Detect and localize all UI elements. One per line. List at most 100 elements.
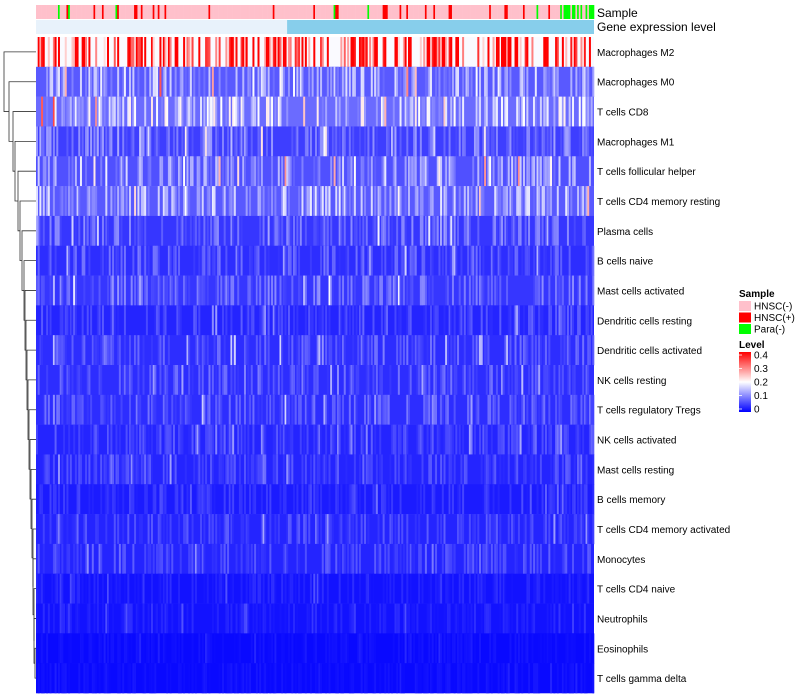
heatmap-cell (340, 66, 343, 97)
heatmap-cell (95, 335, 98, 366)
heatmap-cell (406, 603, 409, 634)
heatmap-cell (88, 573, 91, 604)
heatmap-cell (166, 275, 169, 306)
heatmap-cell (426, 663, 429, 694)
heatmap-cell (250, 454, 253, 485)
heatmap-cell (560, 335, 563, 366)
heatmap-cell (548, 215, 551, 247)
heatmap-cell (331, 394, 334, 425)
sample-annotation-cell (394, 5, 397, 19)
heatmap-cell (563, 96, 566, 127)
heatmap-cell (582, 126, 585, 157)
heatmap-cell (401, 215, 404, 247)
heatmap-cell (418, 573, 421, 604)
heatmap-cell (590, 305, 593, 336)
heatmap-cell (259, 573, 262, 604)
heatmap-cell (550, 186, 553, 217)
heatmap-cell (392, 633, 395, 664)
sample-annotation-cell (490, 5, 493, 19)
heatmap-cell (445, 573, 448, 604)
heatmap-cell (74, 245, 77, 276)
heatmap-cell (360, 37, 363, 68)
heatmap-cell (546, 186, 549, 217)
heatmap-cell (353, 186, 356, 217)
heatmap-cell (200, 96, 203, 127)
heatmap-cell (375, 66, 378, 97)
heatmap-cell (492, 96, 495, 127)
heatmap-cell (433, 394, 436, 425)
heatmap-cell (592, 394, 595, 425)
heatmap-cell (484, 335, 487, 366)
heatmap-cell (164, 543, 167, 575)
heatmap-cell (321, 543, 324, 575)
heatmap-cell (433, 335, 436, 366)
heatmap-cell (457, 514, 460, 545)
sample-annotation-cell (289, 5, 292, 19)
heatmap-cell (548, 514, 551, 545)
heatmap-cell (96, 305, 99, 336)
heatmap-cell (428, 633, 431, 664)
heatmap-cell (96, 514, 99, 545)
heatmap-cell (206, 37, 209, 68)
heatmap-cell (100, 335, 103, 366)
heatmap-cell (511, 603, 514, 634)
heatmap-cell (240, 573, 243, 604)
row-label: T cells gamma delta (597, 674, 687, 685)
heatmap-cell (91, 633, 94, 664)
heatmap-cell (336, 484, 339, 515)
heatmap-cell (208, 186, 211, 217)
heatmap-cell (580, 37, 583, 68)
heatmap-cell (211, 66, 214, 97)
sample-annotation-cell (79, 5, 82, 19)
heatmap-cell (458, 484, 461, 515)
heatmap-cell (134, 96, 137, 127)
heatmap-cell (103, 335, 106, 366)
heatmap-cell (374, 156, 377, 187)
heatmap-cell (39, 484, 42, 515)
heatmap-cell (299, 663, 302, 694)
sample-annotation-cell (306, 5, 309, 19)
heatmap-cell (203, 335, 206, 366)
heatmap-cell (117, 126, 120, 157)
heatmap-cell (495, 365, 498, 396)
heatmap-cell (391, 215, 394, 247)
heatmap-cell (531, 305, 534, 336)
heatmap-cell (222, 543, 224, 575)
heatmap-cell (320, 66, 323, 97)
heatmap-cell (311, 603, 314, 634)
sample-annotation-cell (303, 5, 306, 19)
heatmap-cell (228, 37, 231, 68)
heatmap-cell (342, 663, 345, 694)
heatmap-cell (259, 633, 262, 664)
row-label: Monocytes (597, 555, 645, 566)
heatmap-cell (47, 245, 50, 276)
heatmap-cell (406, 275, 409, 306)
heatmap-cell (509, 305, 512, 336)
heatmap-cell (247, 424, 250, 455)
heatmap-cell (107, 394, 110, 425)
heatmap-cell (435, 66, 438, 97)
heatmap-cell (521, 484, 524, 515)
heatmap-cell (240, 484, 243, 515)
heatmap-cell (171, 543, 174, 575)
heatmap-cell (578, 603, 581, 634)
heatmap-cell (387, 126, 390, 157)
heatmap-cell (342, 543, 345, 575)
heatmap-cell (396, 335, 399, 366)
heatmap-cell (365, 215, 368, 247)
heatmap-cell (247, 543, 250, 575)
heatmap-cell (455, 603, 458, 634)
heatmap-cell (435, 543, 438, 575)
heatmap-cell (122, 454, 125, 485)
heatmap-cell (473, 126, 476, 157)
heatmap-cell (448, 603, 451, 634)
heatmap-cell (272, 365, 275, 396)
sample-annotation-cell (362, 5, 365, 19)
heatmap-cell (117, 663, 120, 694)
heatmap-cell (582, 424, 585, 455)
heatmap-cell (122, 484, 125, 515)
heatmap-cell (357, 365, 360, 396)
heatmap-cell (147, 156, 150, 187)
heatmap-cell (583, 633, 586, 664)
heatmap-cell (122, 514, 125, 545)
